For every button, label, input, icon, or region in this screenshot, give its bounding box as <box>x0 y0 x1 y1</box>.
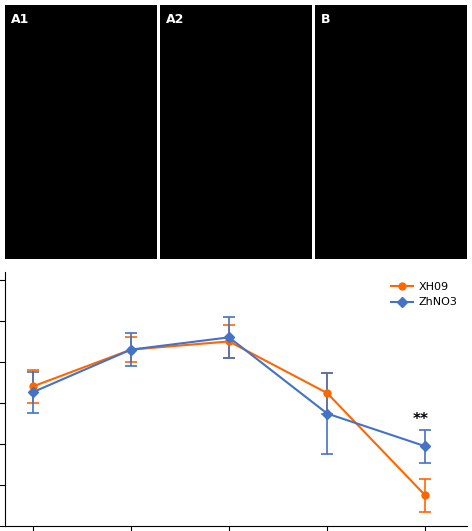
Text: **: ** <box>413 413 429 427</box>
Legend: XH09, ZhNO3: XH09, ZhNO3 <box>386 277 462 312</box>
Text: A1: A1 <box>11 13 29 26</box>
Text: A2: A2 <box>166 13 185 26</box>
Text: B: B <box>321 13 331 26</box>
